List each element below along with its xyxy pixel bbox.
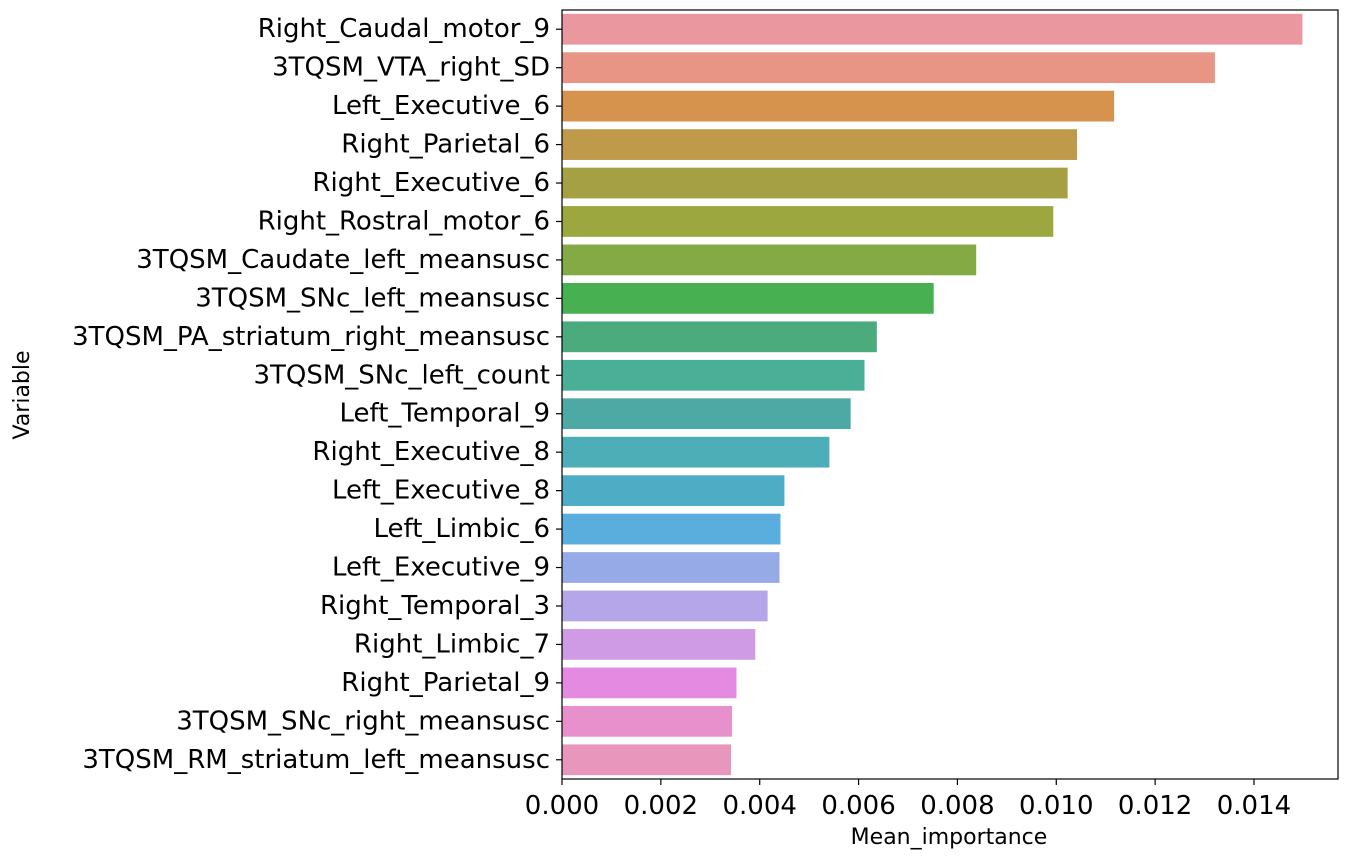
bar-3TQSM_SNc_right_meansusc	[562, 705, 733, 737]
y-tick-label: Right_Temporal_3	[320, 591, 550, 621]
x-ticks: 0.000 0.002 0.004 0.006 0.008 0.010 0.012 0.014	[525, 779, 1291, 821]
bar-3TQSM_SNc_left_count	[562, 359, 865, 391]
bar-Left_Temporal_9	[562, 398, 851, 430]
bar-3TQSM_Caudate_left_meansusc	[562, 244, 977, 276]
x-tick-label: 0.004	[722, 791, 796, 821]
bar-Right_Parietal_9	[562, 667, 737, 699]
bar-Right_Limbic_7	[562, 629, 756, 660]
y-tick-label: Right_Parietal_6	[341, 130, 550, 160]
y-tick-label: Right_Caudal_motor_9	[258, 14, 550, 44]
bar-Right_Executive_8	[562, 436, 830, 468]
x-axis-title: Mean_importance	[851, 825, 1048, 850]
bar-3TQSM_SNc_left_meansusc	[562, 282, 934, 314]
bar-3TQSM_VTA_right_SD	[562, 52, 1215, 84]
x-tick-label: 0.006	[821, 791, 895, 821]
bar-3TQSM_PA_striatum_right_meansusc	[562, 321, 877, 353]
x-tick-label: 0.012	[1118, 791, 1192, 821]
y-tick-label: Left_Executive_6	[332, 91, 550, 121]
plot-frame	[561, 9, 1339, 780]
x-tick-label: 0.014	[1217, 791, 1291, 821]
bar-Right_Parietal_6	[562, 129, 1078, 160]
y-tick-label: Left_Limbic_6	[373, 514, 550, 544]
y-tick-label: 3TQSM_Caudate_left_meansusc	[136, 245, 550, 275]
y-tick-label: 3TQSM_VTA_right_SD	[272, 53, 550, 83]
y-tick-label: Right_Executive_6	[312, 168, 550, 198]
y-tick-label: Right_Executive_8	[312, 437, 550, 467]
y-tick-label: Left_Temporal_9	[339, 399, 550, 429]
y-tick-label: Right_Limbic_7	[354, 629, 550, 659]
y-tick-label: 3TQSM_PA_striatum_right_meansusc	[72, 322, 550, 352]
y-tick-label: Left_Executive_9	[332, 553, 550, 583]
x-tick-label: 0.000	[525, 791, 599, 821]
x-tick-label: 0.008	[920, 791, 994, 821]
bar-Left_Executive_9	[562, 552, 780, 583]
y-tick-label: Left_Executive_8	[332, 476, 550, 506]
bar-Left_Executive_6	[562, 90, 1115, 122]
y-axis-title: Variable	[10, 350, 35, 439]
y-tick-label: 3TQSM_RM_striatum_left_meansusc	[82, 745, 550, 775]
y-tick-label: 3TQSM_SNc_left_meansusc	[195, 283, 550, 313]
bar-Right_Executive_6	[562, 167, 1068, 199]
y-tick-label: 3TQSM_SNc_right_meansusc	[176, 706, 550, 736]
y-tick-label: Right_Parietal_9	[341, 668, 550, 698]
bar-3TQSM_RM_striatum_left_meansusc	[562, 744, 732, 776]
y-tick-labels: Right_Caudal_motor_9 3TQSM_VTA_right_SD Le…	[72, 14, 562, 775]
bar-Left_Executive_8	[562, 475, 785, 507]
bar-Right_Caudal_motor_9	[562, 13, 1303, 45]
bar-Left_Limbic_6	[562, 513, 781, 545]
x-tick-label: 0.010	[1019, 791, 1093, 821]
y-tick-label: Right_Rostral_motor_6	[258, 206, 550, 236]
x-tick-label: 0.002	[624, 791, 698, 821]
bar-Right_Temporal_3	[562, 590, 768, 622]
bar-Right_Rostral_motor_6	[562, 206, 1054, 237]
bars-group	[562, 13, 1303, 776]
y-tick-label: 3TQSM_SNc_left_count	[253, 360, 550, 390]
